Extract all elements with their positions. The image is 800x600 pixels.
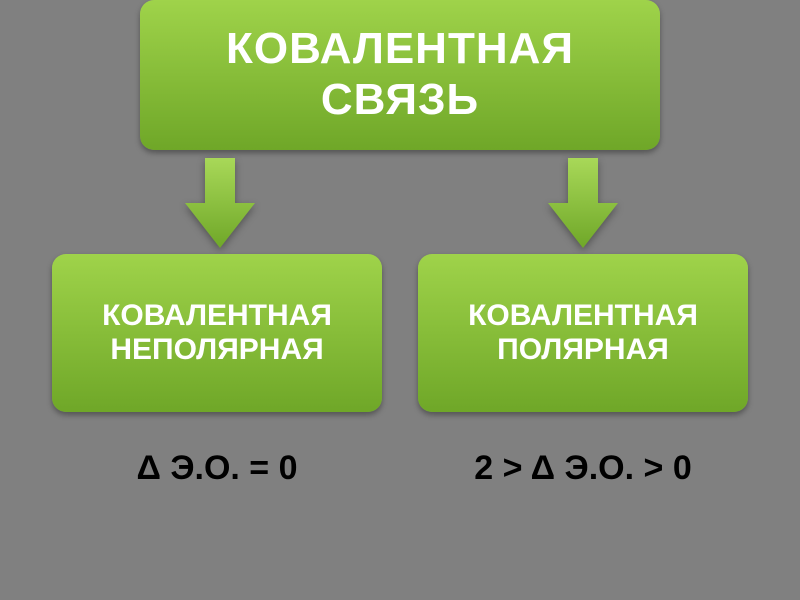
arrow-down-right [548,158,618,248]
left-label: КОВАЛЕНТНАЯ НЕПОЛЯРНАЯ [66,299,368,368]
title-text: КОВАЛЕНТНАЯ СВЯЗЬ [154,24,646,125]
right-label: КОВАЛЕНТНАЯ ПОЛЯРНАЯ [432,299,734,368]
right-formula: 2 > Δ Э.О. > 0 [418,448,748,489]
right-box: КОВАЛЕНТНАЯ ПОЛЯРНАЯ [418,254,748,412]
left-box: КОВАЛЕНТНАЯ НЕПОЛЯРНАЯ [52,254,382,412]
title-box: КОВАЛЕНТНАЯ СВЯЗЬ [140,0,660,150]
arrow-down-left [185,158,255,248]
left-formula: Δ Э.О. = 0 [52,448,382,489]
